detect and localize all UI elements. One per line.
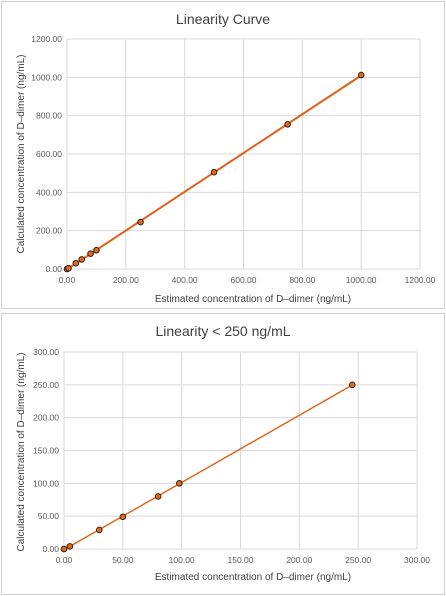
y-tick-label: 1000.00: [31, 72, 62, 82]
data-point: [154, 493, 162, 500]
x-tick-label: 1200.00: [405, 275, 436, 285]
data-point: [137, 218, 144, 226]
x-tick-label: 250.00: [345, 555, 371, 565]
chart-panel-linearity-low-range: Linearity < 250 ng/mL 0.00 50.00 100.00 150…: [1, 313, 445, 595]
y-tick-label: 400.00: [36, 187, 62, 197]
y-tick-label: 0.00: [45, 264, 62, 274]
data-point: [65, 264, 72, 272]
data-point: [119, 513, 127, 521]
chart-title: Linearity Curve: [176, 11, 270, 27]
y-tick-label: 200.00: [33, 413, 59, 423]
gridlines: [66, 38, 421, 270]
y-tick-label: 100.00: [33, 478, 59, 488]
y-tick-label: 50.00: [38, 511, 60, 521]
y-tick-label: 200.00: [36, 226, 62, 236]
x-tick-label: 0.00: [59, 275, 76, 285]
data-point: [210, 168, 218, 176]
data-points: [63, 71, 365, 273]
data-point: [60, 545, 68, 553]
tick-labels: 0.00 50.00 100.00 150.00 200.00 250.00 300.00 0…: [33, 347, 430, 565]
linearity-low-range-chart: Linearity < 250 ng/mL 0.00 50.00 100.00 150…: [16, 323, 430, 583]
y-axis-label: Calculated concentration of D–dimer (ng/…: [16, 55, 27, 254]
data-point: [348, 381, 356, 389]
x-tick-label: 800.00: [289, 275, 315, 285]
x-tick-label: 600.00: [231, 275, 257, 285]
y-tick-label: 300.00: [33, 347, 59, 357]
data-point: [72, 259, 80, 267]
chart-title: Linearity < 250 ng/mL: [155, 323, 290, 339]
data-point: [284, 120, 291, 128]
data-point: [87, 250, 94, 257]
trendline: [63, 384, 353, 551]
x-tick-label: 100.00: [169, 555, 195, 565]
trendline-series: [63, 384, 353, 551]
x-axis-label: Estimated concentration of D–dimer (ng/m…: [155, 294, 351, 305]
y-tick-label: 800.00: [36, 111, 62, 121]
y-tick-label: 600.00: [36, 149, 62, 159]
x-tick-label: 300.00: [404, 555, 430, 565]
tick-labels: 0.00 200.00 400.00 600.00 800.00 1000.00 1200.…: [31, 34, 435, 285]
y-tick-label: 150.00: [33, 446, 59, 456]
data-point: [357, 71, 365, 79]
linearity-curve-chart: Linearity Curve 0.00 200.00 400.00 600.00 80…: [16, 11, 436, 305]
x-tick-label: 200.00: [113, 275, 139, 285]
x-tick-label: 150.00: [228, 555, 254, 565]
data-points: [60, 381, 356, 553]
data-point: [93, 246, 100, 254]
chart-panel-linearity-curve: Linearity Curve 0.00 200.00 400.00 600.00 80…: [1, 1, 445, 309]
x-tick-label: 400.00: [172, 275, 198, 285]
data-point: [176, 480, 183, 487]
data-point: [78, 256, 86, 263]
x-tick-label: 200.00: [286, 555, 312, 565]
data-point: [66, 543, 74, 550]
x-axis-label: Estimated concentration of D–dimer (ng/m…: [155, 572, 351, 583]
x-tick-label: 0.00: [56, 555, 73, 565]
y-tick-label: 0.00: [42, 544, 59, 554]
x-tick-label: 50.00: [112, 555, 134, 565]
y-tick-label: 250.00: [33, 380, 59, 390]
y-axis-label: Calculated concentration of D–dimer (ng/…: [16, 353, 27, 552]
y-tick-label: 1200.00: [31, 34, 62, 44]
data-point: [96, 526, 103, 534]
gridlines: [63, 351, 418, 550]
x-tick-label: 1000.00: [346, 275, 377, 285]
